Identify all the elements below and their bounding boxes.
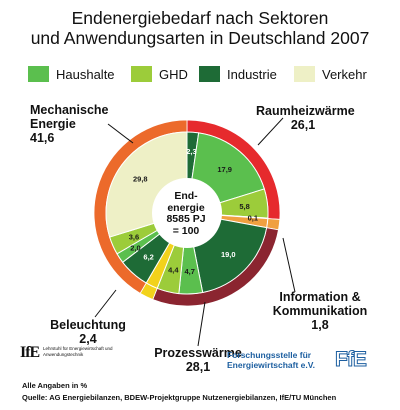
slice-data-label: 29,8: [133, 175, 148, 184]
slice-data-label: 2,0: [130, 244, 140, 253]
legend-swatch: [199, 66, 220, 82]
category-mechanische-energie: Mechanische Energie 41,6: [30, 103, 109, 145]
category-prozesswaerme: Prozesswärme 28,1: [150, 346, 246, 374]
category-name: Kommunikation: [272, 304, 368, 318]
legend-swatch: [294, 66, 315, 82]
category-name: Information &: [279, 290, 361, 304]
slice-data-label: 19,0: [221, 250, 236, 259]
category-name: Mechanische: [30, 103, 109, 117]
leader-line: [257, 117, 284, 146]
center-label-line: energie: [167, 201, 205, 214]
outer-ring: [93, 119, 281, 307]
category-information-kommunikation: Information & Kommunikation 1,8: [270, 290, 370, 332]
ffe-logo-text-line: Forschungsstelle für: [227, 350, 312, 360]
category-name: Beleuchtung: [50, 318, 126, 332]
legend-label: Industrie: [227, 67, 277, 82]
center-label-line: End-: [174, 190, 198, 202]
category-value: 2,4: [79, 332, 97, 346]
category-value: 28,1: [185, 360, 211, 374]
category-beleuchtung: Beleuchtung 2,4: [46, 318, 130, 346]
slice-data-label: 6,2: [143, 253, 153, 262]
slice-data-label: 4,4: [168, 265, 179, 274]
slice-labels: 2,3 17,9 5,8 0,1 19,0 4,7 4,4 6,22,0 3,6 29,8: [129, 147, 258, 276]
legend-label: GHD: [159, 67, 188, 82]
category-value: 1,8: [311, 318, 329, 332]
center-label-line: = 100: [172, 224, 200, 237]
leader-line: [94, 289, 117, 318]
ffe-logo-text: Forschungsstelle für Energiewirtschaft e…: [227, 350, 315, 370]
category-name: Raumheizwärme: [256, 104, 355, 118]
ffe-logo: Forschungsstelle für Energiewirtschaft e…: [227, 348, 387, 380]
category-name: Prozesswärme: [154, 346, 242, 360]
ife-logo-text: Lehrstuhl für Energiewirtschaft und Anwe…: [43, 346, 113, 357]
category-value: 26,1: [290, 118, 316, 132]
slice-data-label: 4,7: [185, 267, 195, 276]
ffe-logo-text-line: Energiewirtschaft e.V.: [227, 360, 316, 370]
center-label: End- energie 8585 PJ = 100: [150, 190, 222, 237]
center-label-line: 8585 PJ: [166, 213, 206, 225]
ife-logo: IfE Lehrstuhl für Energiewirtschaft und …: [20, 342, 124, 370]
leader-line: [107, 123, 134, 144]
leader-lines: [94, 117, 296, 347]
category-raumheizwaerme: Raumheizwärme 26,1: [256, 104, 355, 132]
legend-label: Haushalte: [56, 67, 115, 82]
category-name: Energie: [30, 117, 76, 131]
category-value: 41,6: [30, 131, 55, 145]
legend-swatch: [131, 66, 152, 82]
leader-line: [282, 237, 296, 293]
slice-data-label: 5,8: [239, 202, 249, 211]
center-disc: [152, 178, 222, 248]
slice-data-label: 3,6: [129, 232, 139, 241]
footnote-source: Quelle: AG Energiebilanzen, BDEW-Projekt…: [22, 393, 337, 402]
ffe-logo-mark: FfE: [335, 348, 368, 372]
legend-label: Verkehr: [322, 67, 367, 82]
slice-data-label: 17,9: [217, 165, 232, 174]
chart-title: Endenergiebedarf nach Sektoren: [71, 8, 329, 28]
ife-logo-mark: IfE: [20, 344, 40, 361]
footnote-units: Alle Angaben in %: [22, 381, 88, 390]
chart-title-line2: und Anwendungsarten in Deutschland 2007: [30, 28, 370, 48]
leader-line: [197, 301, 206, 347]
slice-data-label: 0,1: [248, 213, 258, 222]
slice-data-label: 2,3: [186, 147, 196, 156]
legend-swatch: [28, 66, 49, 82]
